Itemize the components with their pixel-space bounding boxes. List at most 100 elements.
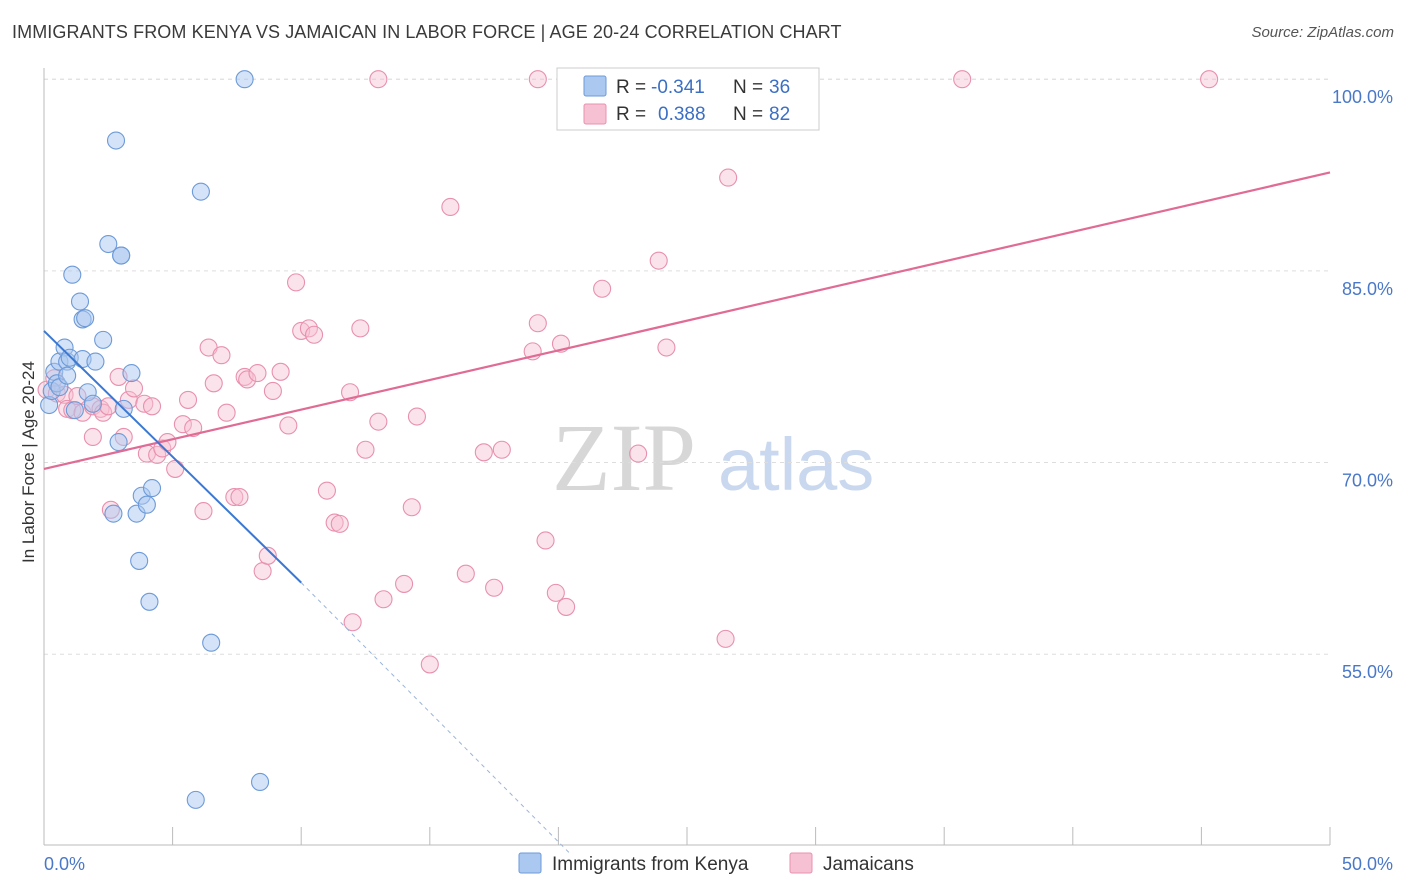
jamaica-point xyxy=(317,481,336,500)
jamaica-point xyxy=(287,273,306,292)
jamaica-point xyxy=(716,629,735,648)
jamaica-point xyxy=(83,427,102,447)
jamaica-point xyxy=(230,487,249,507)
jamaica-point xyxy=(330,514,349,533)
jamaica-point xyxy=(593,279,612,298)
kenya-legend-swatch xyxy=(583,75,607,97)
jamaica-point xyxy=(953,70,972,89)
jamaica-point xyxy=(629,444,648,463)
kenya-point xyxy=(70,292,90,311)
y-tick-label: 100.0% xyxy=(1332,87,1393,107)
kenya-point xyxy=(202,633,221,652)
kenya-point xyxy=(63,265,82,284)
jamaica-point xyxy=(279,416,298,435)
jamaica-point xyxy=(657,338,676,357)
series-legend: Immigrants from Kenya Jamaicans xyxy=(518,852,914,875)
jamaica-point xyxy=(407,407,426,426)
kenya-point xyxy=(83,394,102,413)
jamaica-point xyxy=(217,403,236,422)
kenya-point xyxy=(86,352,105,371)
axes xyxy=(43,68,1331,846)
jamaica-point xyxy=(719,168,738,187)
watermark: ZIP atlas xyxy=(552,404,874,511)
jamaica-point xyxy=(184,418,203,438)
kenya-series-swatch xyxy=(518,852,542,874)
jamaica-point xyxy=(546,583,565,602)
jamaica-point xyxy=(557,597,576,616)
kenya-point xyxy=(112,246,131,265)
jamaica-point xyxy=(536,531,555,550)
y-tick-label: 70.0% xyxy=(1342,471,1393,491)
stats-legend: R = -0.341 N = 36 R = 0.388 N = 82 xyxy=(556,67,820,131)
jamaica-point xyxy=(420,655,439,674)
jamaica-point xyxy=(369,412,388,431)
jamaica-point xyxy=(343,613,362,632)
kenya-point xyxy=(186,790,205,809)
jamaica-point xyxy=(173,415,192,434)
gridlines xyxy=(44,78,1330,655)
kenya-trendline-extension xyxy=(300,582,572,856)
jamaica-r-label: R = xyxy=(616,104,646,125)
kenya-r-label: R = xyxy=(616,77,646,98)
jamaica-point xyxy=(248,364,267,383)
kenya-point xyxy=(235,70,254,89)
watermark-atlas: atlas xyxy=(718,423,874,506)
jamaica-point xyxy=(305,325,324,344)
jamaica-points xyxy=(37,70,1219,674)
kenya-point xyxy=(58,366,77,385)
jamaica-point xyxy=(456,564,475,583)
trendlines xyxy=(43,171,1331,856)
jamaica-point xyxy=(212,346,231,365)
jamaica-point xyxy=(178,390,198,409)
x-tick-label-max: 50.0% xyxy=(1342,854,1393,874)
jamaica-point xyxy=(402,498,421,517)
kenya-point xyxy=(104,504,123,523)
jamaica-point xyxy=(263,381,282,401)
jamaica-point xyxy=(395,574,414,593)
kenya-point xyxy=(191,182,210,201)
kenya-series-label: Immigrants from Kenya xyxy=(552,854,749,875)
y-tick-labels: 55.0% 70.0% 85.0% 100.0% xyxy=(1332,87,1393,682)
chart-source: Source: ZipAtlas.com xyxy=(1251,24,1394,41)
jamaica-point xyxy=(271,362,290,381)
jamaica-legend-swatch xyxy=(583,103,607,125)
jamaica-point xyxy=(258,546,277,565)
jamaica-point xyxy=(194,502,213,521)
kenya-point xyxy=(142,479,162,498)
chart-title: IMMIGRANTS FROM KENYA VS JAMAICAN IN LAB… xyxy=(12,22,842,42)
kenya-point xyxy=(106,131,126,150)
kenya-point xyxy=(250,772,270,792)
jamaica-point xyxy=(253,562,272,581)
y-tick-label: 55.0% xyxy=(1342,662,1393,682)
jamaica-series-label: Jamaicans xyxy=(823,854,914,875)
jamaica-point xyxy=(351,319,370,338)
jamaica-point xyxy=(1200,70,1219,89)
jamaica-point xyxy=(369,70,388,89)
jamaica-point xyxy=(492,440,511,459)
jamaica-point xyxy=(225,487,244,507)
kenya-point xyxy=(122,364,141,383)
kenya-point xyxy=(94,330,113,349)
jamaica-r-value: 0.388 xyxy=(658,104,706,125)
jamaica-n-label: N = xyxy=(733,104,763,125)
jamaica-point xyxy=(441,197,460,217)
jamaica-point xyxy=(238,370,257,389)
jamaica-point xyxy=(474,443,493,462)
x-tick-label-min: 0.0% xyxy=(44,854,85,874)
jamaica-point xyxy=(528,314,547,333)
jamaica-point xyxy=(374,590,393,609)
kenya-point xyxy=(99,234,118,254)
jamaica-series-swatch xyxy=(789,852,813,874)
y-tick-label: 85.0% xyxy=(1342,279,1393,299)
kenya-point xyxy=(130,551,149,570)
kenya-points xyxy=(40,70,270,809)
jamaica-point xyxy=(166,459,185,478)
jamaica-point xyxy=(142,397,162,416)
jamaica-point xyxy=(485,578,504,597)
kenya-point xyxy=(65,401,84,420)
jamaica-n-value: 82 xyxy=(769,104,790,125)
jamaica-point xyxy=(356,440,375,459)
kenya-n-value: 36 xyxy=(769,77,790,98)
y-axis-title: In Labor Force | Age 20-24 xyxy=(19,361,38,563)
kenya-point xyxy=(109,433,128,452)
